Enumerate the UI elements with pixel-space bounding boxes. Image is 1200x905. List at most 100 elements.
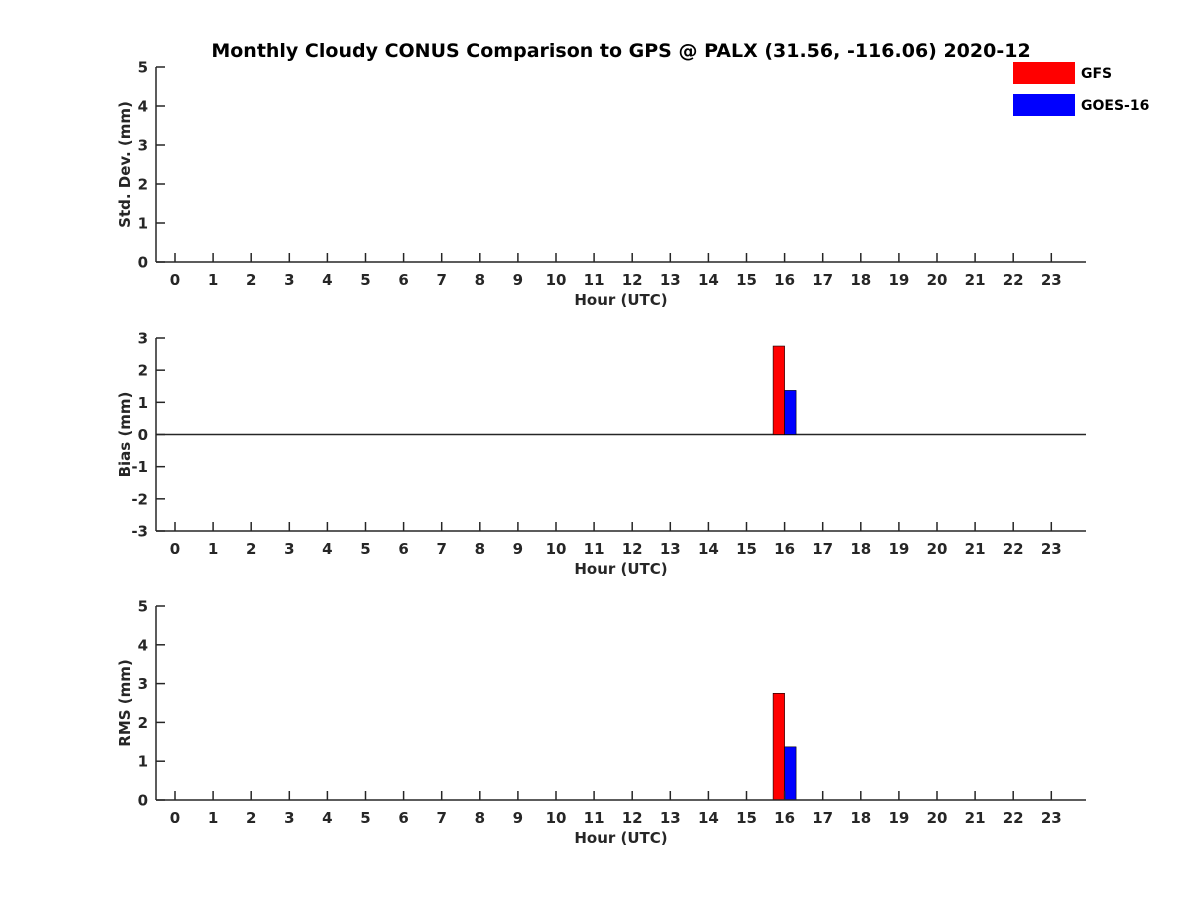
x-tick-label: 12	[622, 540, 643, 558]
x-tick-label: 15	[736, 540, 757, 558]
x-tick-label: 3	[284, 809, 294, 827]
x-tick-label: 13	[660, 809, 681, 827]
y-tick-label: 2	[138, 714, 148, 732]
x-tick-label: 22	[1003, 271, 1024, 289]
x-tick-label: 18	[850, 809, 871, 827]
y-tick-label: 2	[138, 362, 148, 380]
x-tick-label: 0	[170, 809, 180, 827]
x-tick-label: 1	[208, 271, 218, 289]
y-tick-label: -2	[131, 490, 148, 508]
bar-goes-16-hour-16	[784, 390, 797, 435]
x-tick-label: 17	[812, 809, 833, 827]
x-tick-label: 9	[513, 540, 523, 558]
x-tick-label: 0	[170, 540, 180, 558]
x-tick-label: 1	[208, 540, 218, 558]
x-tick-label: 9	[513, 271, 523, 289]
x-tick-label: 7	[436, 271, 446, 289]
x-tick-label: 4	[322, 809, 332, 827]
y-axis-label: Std. Dev. (mm)	[116, 101, 134, 228]
x-tick-label: 6	[398, 540, 408, 558]
legend: GFS GOES-16	[1013, 62, 1149, 116]
x-tick-label: 20	[927, 809, 948, 827]
y-tick-label: 0	[138, 254, 148, 272]
x-tick-label: 5	[360, 540, 370, 558]
x-tick-label: 20	[927, 540, 948, 558]
x-tick-label: 7	[436, 540, 446, 558]
legend-label: GOES-16	[1081, 98, 1149, 114]
x-tick-label: 21	[965, 809, 986, 827]
x-tick-label: 13	[660, 271, 681, 289]
x-tick-label: 8	[475, 271, 485, 289]
x-tick-label: 19	[888, 271, 909, 289]
x-tick-label: 23	[1041, 809, 1062, 827]
y-tick-label: -1	[131, 458, 148, 476]
x-tick-label: 10	[546, 271, 567, 289]
x-tick-label: 12	[622, 809, 643, 827]
legend-swatch	[1013, 94, 1075, 116]
y-tick-label: 3	[138, 330, 148, 348]
x-tick-label: 4	[322, 271, 332, 289]
legend-label: GFS	[1081, 66, 1112, 82]
x-tick-label: 18	[850, 271, 871, 289]
y-tick-label: 3	[138, 137, 148, 155]
bar-goes-16-hour-16	[784, 746, 797, 801]
x-tick-label: 5	[360, 809, 370, 827]
y-tick-label: 5	[138, 598, 148, 616]
x-tick-label: 16	[774, 540, 795, 558]
bar-gfs-hour-16	[772, 692, 785, 801]
x-tick-label: 22	[1003, 809, 1024, 827]
x-tick-label: 15	[736, 271, 757, 289]
x-tick-label: 2	[246, 809, 256, 827]
x-tick-label: 7	[436, 809, 446, 827]
y-axis-label: RMS (mm)	[116, 659, 134, 746]
x-tick-label: 3	[284, 271, 294, 289]
x-tick-label: 10	[546, 540, 567, 558]
x-tick-label: 12	[622, 271, 643, 289]
x-tick-label: 21	[965, 271, 986, 289]
x-tick-label: 19	[888, 809, 909, 827]
x-tick-label: 4	[322, 540, 332, 558]
x-tick-label: 15	[736, 809, 757, 827]
x-tick-label: 6	[398, 809, 408, 827]
x-tick-label: 0	[170, 271, 180, 289]
x-tick-label: 11	[584, 540, 605, 558]
y-tick-label: 0	[138, 792, 148, 810]
y-tick-label: 1	[138, 753, 148, 771]
y-tick-label: -3	[131, 523, 148, 541]
x-tick-label: 13	[660, 540, 681, 558]
x-tick-label: 2	[246, 540, 256, 558]
x-tick-label: 2	[246, 271, 256, 289]
x-tick-label: 11	[584, 271, 605, 289]
x-tick-label: 23	[1041, 271, 1062, 289]
x-tick-label: 14	[698, 809, 719, 827]
y-tick-label: 1	[138, 215, 148, 233]
x-tick-label: 3	[284, 540, 294, 558]
x-axis-label: Hour (UTC)	[574, 829, 667, 847]
x-tick-label: 21	[965, 540, 986, 558]
x-tick-label: 18	[850, 540, 871, 558]
y-tick-label: 1	[138, 394, 148, 412]
x-tick-label: 19	[888, 540, 909, 558]
x-tick-label: 17	[812, 540, 833, 558]
x-axis-label: Hour (UTC)	[574, 560, 667, 578]
x-tick-label: 16	[774, 809, 795, 827]
legend-item-goes-16: GOES-16	[1013, 94, 1149, 116]
x-tick-label: 8	[475, 540, 485, 558]
bar-gfs-hour-16	[772, 345, 785, 435]
x-tick-label: 11	[584, 809, 605, 827]
x-tick-label: 14	[698, 540, 719, 558]
y-tick-label: 2	[138, 176, 148, 194]
y-tick-label: 4	[138, 636, 148, 654]
x-tick-label: 14	[698, 271, 719, 289]
x-axis-label: Hour (UTC)	[574, 291, 667, 309]
legend-swatch	[1013, 62, 1075, 84]
y-tick-label: 5	[138, 59, 148, 77]
x-tick-label: 8	[475, 809, 485, 827]
